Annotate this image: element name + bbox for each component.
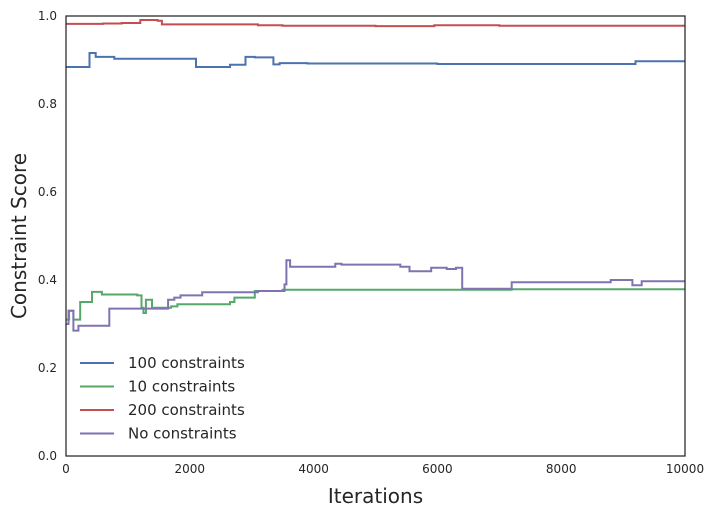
series-line-no-constraints xyxy=(66,259,685,332)
legend-label-no-constraints: No constraints xyxy=(128,425,237,443)
plot-area xyxy=(66,16,685,456)
x-tick-label: 8000 xyxy=(546,462,577,476)
x-axis-label: Iterations xyxy=(328,484,423,508)
series-line-200-constraints xyxy=(66,19,685,28)
x-tick-label: 0 xyxy=(62,462,70,476)
x-tick-label: 4000 xyxy=(298,462,329,476)
series-layer xyxy=(66,19,685,332)
legend-label-10-constraints: 10 constraints xyxy=(128,378,235,396)
y-axis-label: Constraint Score xyxy=(7,153,31,319)
plot-frame xyxy=(65,15,686,457)
x-tick-label: 10000 xyxy=(666,462,704,476)
legend-label-100-constraints: 100 constraints xyxy=(128,354,245,372)
legend-label-200-constraints: 200 constraints xyxy=(128,401,245,419)
y-tick-label: 0.4 xyxy=(38,273,57,287)
y-tick-label: 1.0 xyxy=(38,9,57,23)
x-tick-label: 2000 xyxy=(175,462,206,476)
y-axis-ticks: 0.0 0.2 0.4 0.6 0.8 1.0 xyxy=(38,9,57,463)
x-tick-label: 6000 xyxy=(422,462,453,476)
x-axis-ticks: 0 2000 4000 6000 8000 10000 xyxy=(62,462,704,476)
y-tick-label: 0.6 xyxy=(38,185,57,199)
legend: 100 constraints 10 constraints 200 constra… xyxy=(80,354,245,443)
y-tick-label: 0.0 xyxy=(38,449,57,463)
series-line-100-constraints xyxy=(66,52,685,68)
y-tick-label: 0.8 xyxy=(38,97,57,111)
y-tick-label: 0.2 xyxy=(38,361,57,375)
series-line-10-constraints xyxy=(66,288,685,321)
